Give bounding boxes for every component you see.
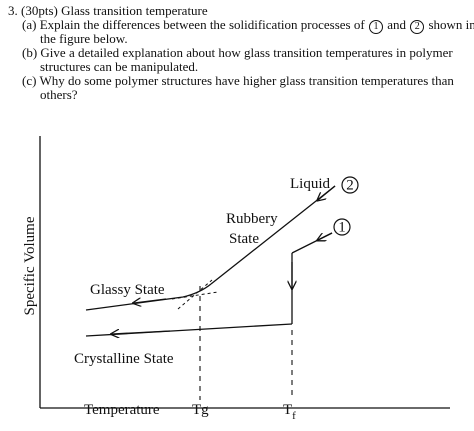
part-a-text-before: Explain the differences between the soli…: [39, 17, 365, 32]
marker-2-circle: [341, 176, 359, 194]
rubbery-label-line-1: Rubbery: [226, 211, 278, 227]
part-c-text: Why do some polymer structures have high…: [39, 73, 454, 88]
part-a-label: (a): [22, 17, 37, 32]
tf-tick-main: T: [283, 402, 292, 418]
crystalline-arrow: [112, 331, 171, 334]
marker-1-circle: [333, 218, 351, 236]
question-title: Glass transition temperature: [61, 3, 208, 18]
question-points: (30pts): [21, 3, 58, 18]
part-c-label: (c): [22, 73, 37, 88]
process-2-arrow: [318, 185, 336, 200]
process-1-arrow: [318, 232, 333, 240]
glassy-state-label: Glassy State: [90, 282, 165, 298]
part-a-connector: and: [387, 17, 406, 32]
part-b-text: Give a detailed explanation about how gl…: [40, 45, 453, 60]
marker-1-label: 1: [338, 220, 346, 236]
tg-tick-label: Tg: [192, 402, 209, 418]
rubbery-label-line-2: State: [229, 231, 259, 247]
liquid-label: Liquid: [290, 176, 330, 192]
crystalline-state-label: Crystalline State: [74, 351, 174, 367]
part-c-line-1: (c) Why do some polymer structures have …: [22, 74, 454, 88]
process-marker-1: 1: [368, 20, 383, 34]
tg-extrapolation-rubbery: [177, 279, 213, 310]
process-2-liquid-rubbery-line: [210, 185, 336, 285]
part-b-line-1: (b) Give a detailed explanation about ho…: [22, 46, 453, 60]
part-a-line-1: (a) Explain the differences between the …: [22, 18, 474, 34]
part-a-text-after: shown in: [428, 17, 474, 32]
part-a-line-2: the figure below.: [40, 31, 128, 46]
tf-tick-subscript: f: [292, 410, 296, 422]
part-b-label: (b): [22, 45, 38, 60]
tg-extrapolation-glassy: [171, 291, 219, 300]
part-b-line-2: structures can be manipulated.: [40, 59, 199, 74]
x-axis-label: Temperature: [84, 402, 160, 418]
process-marker-2: 2: [410, 20, 425, 34]
question-header: 3. (30pts) Glass transition temperature: [8, 4, 208, 18]
glassy-state-arrow: [134, 299, 167, 303]
question-block: 3. (30pts) Glass transition temperature …: [0, 0, 474, 130]
question-number: 3.: [8, 3, 18, 18]
tf-tick-label: Tf: [283, 402, 296, 422]
part-c-line-2: others?: [40, 87, 78, 102]
y-axis-label: Specific Volume: [22, 216, 38, 315]
marker-2-label: 2: [346, 178, 354, 194]
